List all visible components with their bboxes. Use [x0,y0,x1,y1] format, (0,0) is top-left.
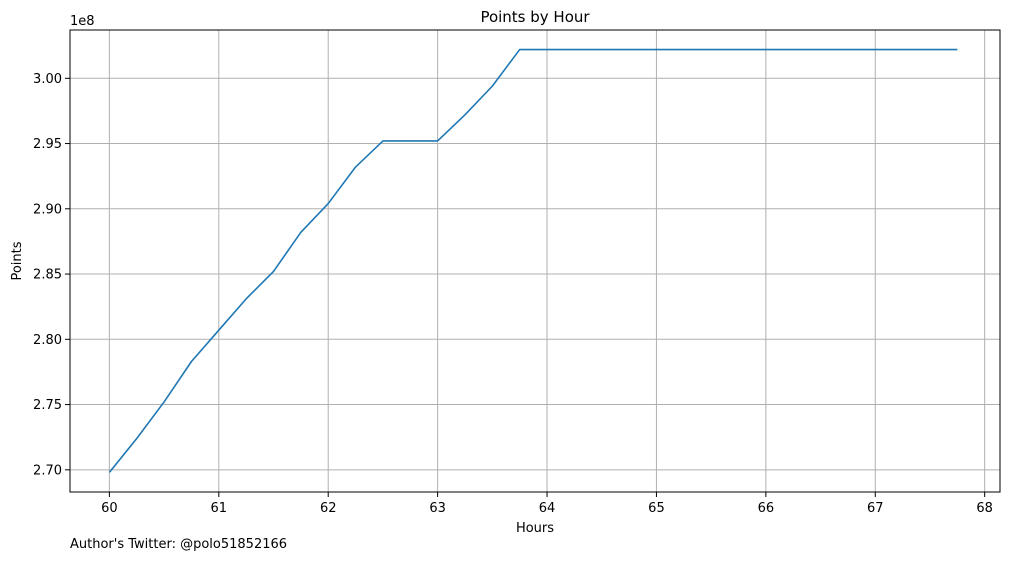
series [108,48,958,473]
y-axis-label: Points [10,241,25,280]
chart-title: Points by Hour [480,8,590,26]
x-tick-label: 66 [758,501,775,516]
x-tick-label: 63 [429,501,446,516]
x-tick-label: 68 [976,501,993,516]
x-tick-label: 67 [867,501,884,516]
y-tick-label: 2.90 [33,202,62,217]
grid [70,30,1000,492]
plot-area [69,29,1001,493]
y-offset-label: 1e8 [70,14,95,29]
y-axis: 2.70 2.75 2.80 2.85 2.90 2.95 3.00 [33,72,70,478]
x-tick-label: 64 [539,501,556,516]
x-tick-label: 60 [101,501,118,516]
x-tick-label: 62 [320,501,337,516]
y-tick-label: 3.00 [33,72,62,87]
y-tick-label: 2.95 [33,137,62,152]
y-tick-label: 2.70 [33,463,62,478]
author-credit: Author's Twitter: @polo51852166 [70,537,288,552]
x-tick-label: 65 [648,501,665,516]
x-axis-label: Hours [516,521,554,536]
x-tick-label: 61 [211,501,228,516]
y-tick-label: 2.80 [33,333,62,348]
y-tick-label: 2.85 [33,268,62,283]
x-axis: 60 61 62 63 64 65 66 67 68 [101,492,993,516]
series-line [108,48,958,473]
y-tick-label: 2.75 [33,398,62,413]
